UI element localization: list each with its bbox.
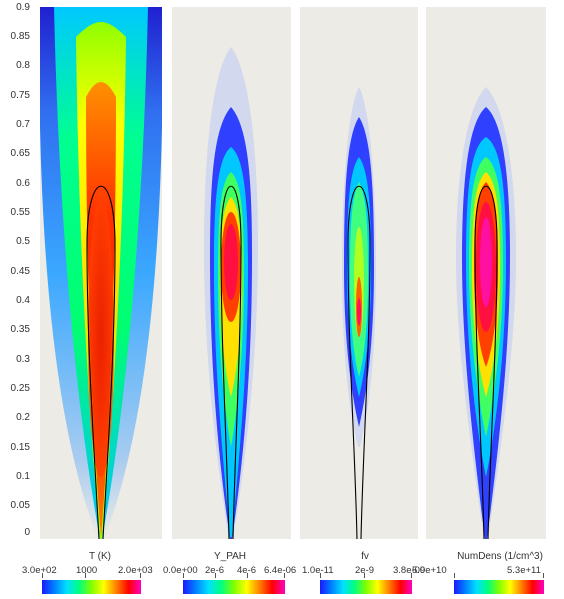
- y-tick-label: 0.2: [16, 412, 30, 423]
- colorbar-max-label: 5.3e+11: [507, 565, 541, 576]
- colorbar-gradient: [320, 580, 412, 594]
- numdens-field-image: [426, 7, 546, 539]
- y-tick-label: 0: [24, 527, 30, 538]
- y-tick-label: 0.05: [10, 500, 30, 511]
- colorbar-min-label: 3.0e+02: [22, 565, 57, 576]
- y-tick-label: 0.8: [16, 60, 30, 71]
- colorbar-max-label: 3.8e-09: [393, 565, 426, 576]
- temperature-panel: [40, 7, 162, 539]
- colorbar-tick: [85, 573, 86, 578]
- y-tick-label: 0.35: [10, 324, 30, 335]
- colorbar-gradient: [454, 580, 544, 594]
- y-tick-label: 0.45: [10, 266, 30, 277]
- y-tick-label: 0.5: [16, 236, 30, 247]
- colorbar-title: NumDens (1/cm^3): [457, 551, 543, 562]
- colorbar-min-label: 1.0e-11: [302, 565, 334, 576]
- colorbar-tick: [247, 573, 248, 578]
- y-tick-label: 0.1: [16, 471, 30, 482]
- temperature-field-image: [40, 7, 162, 539]
- colorbar-tick: [215, 573, 216, 578]
- colorbar-mid-label: 2e-9: [355, 565, 375, 576]
- y-pah-field-image: [172, 7, 291, 539]
- colorbar-title: fv: [361, 551, 369, 562]
- colorbar-tick: [140, 573, 141, 578]
- y-tick-label: 0.55: [10, 207, 30, 218]
- y-tick-label: 0.9: [16, 2, 30, 13]
- colorbar-mid-label: 2e-6: [205, 565, 225, 576]
- y-tick-label: 0.75: [10, 90, 30, 101]
- colorbar-tick: [183, 573, 184, 578]
- numdens-panel: [426, 7, 546, 539]
- colorbar-tick: [364, 573, 365, 578]
- fv-panel: [300, 7, 418, 539]
- colorbar-gradient: [42, 580, 141, 594]
- colorbar-tick: [454, 573, 455, 578]
- colorbar-title: T (K): [88, 551, 112, 562]
- y-tick-label: 0.65: [10, 148, 30, 159]
- colorbar-tick: [320, 573, 321, 578]
- y-tick-label: 0.6: [16, 178, 30, 189]
- colorbar-tick: [543, 573, 544, 578]
- colorbar-mid-label: 1000: [76, 565, 98, 576]
- y-pah-panel: [172, 7, 291, 539]
- colorbar-tick: [42, 573, 43, 578]
- y-tick-label: 0.4: [16, 295, 30, 306]
- colorbar-max-label: 2.0e+03: [118, 565, 153, 576]
- colorbar-gradient: [183, 580, 285, 594]
- y-tick-label: 0.7: [16, 119, 30, 130]
- y-tick-label: 0.15: [10, 442, 30, 453]
- colorbar-mid-label: 4e-6: [237, 565, 257, 576]
- y-tick-label: 0.3: [16, 354, 30, 365]
- colorbar-min-label: 5.0e+10: [412, 565, 447, 576]
- fv-field-image: [300, 7, 418, 539]
- colorbar-tick: [284, 573, 285, 578]
- colorbar-tick: [411, 573, 412, 578]
- colorbar-max-label: 6.4e-06: [264, 565, 297, 576]
- y-tick-label: 0.25: [10, 383, 30, 394]
- y-tick-label: 0.85: [10, 31, 30, 42]
- colorbar-min-label: 0.0e+00: [163, 565, 198, 576]
- colorbar-title: Y_PAH: [213, 551, 247, 562]
